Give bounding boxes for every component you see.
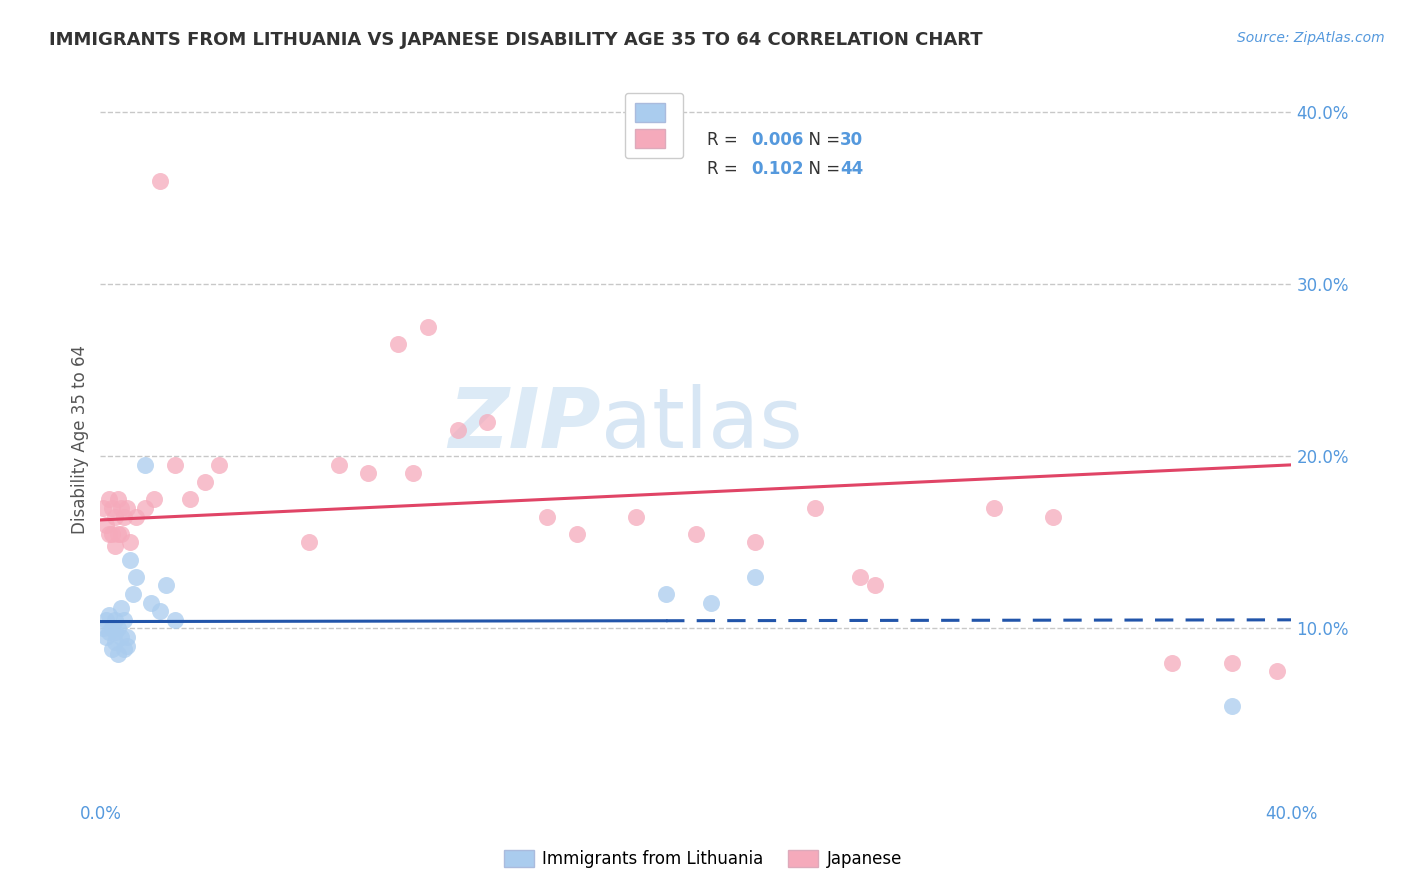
Point [565,526,588,541]
Point [98,492,121,507]
Text: N =: N = [799,131,845,150]
Point [804,500,827,515]
Point [655,587,678,601]
Point [863,578,886,592]
Text: N =: N = [799,161,845,178]
Text: atlas: atlas [600,384,803,465]
Point [163,613,186,627]
Legend: , : , [626,93,683,158]
Point [134,500,156,515]
Text: 0.006: 0.006 [752,131,804,150]
Point [107,492,129,507]
Point [139,596,162,610]
Point [110,526,132,541]
Y-axis label: Disability Age 35 to 64: Disability Age 35 to 64 [72,344,89,533]
Point [848,570,870,584]
Point [107,647,129,661]
Point [149,604,172,618]
Point [685,526,707,541]
Point [155,578,177,592]
Point [402,467,425,481]
Point [983,500,1005,515]
Point [163,458,186,472]
Point [104,624,127,639]
Point [104,635,127,649]
Text: 44: 44 [841,161,863,178]
Point [98,607,121,622]
Point [96,630,118,644]
Point [112,509,135,524]
Point [744,535,766,549]
Point [387,337,409,351]
Point [120,552,142,566]
Point [101,622,124,636]
Point [112,642,135,657]
Point [1265,665,1288,679]
Point [1161,656,1184,670]
Point [110,600,132,615]
Point [115,630,138,644]
Text: R =: R = [707,161,742,178]
Text: R =: R = [707,131,742,150]
Point [115,639,138,653]
Point [98,526,121,541]
Point [104,509,127,524]
Point [101,526,124,541]
Point [112,613,135,627]
Point [96,518,118,533]
Point [700,596,723,610]
Point [328,458,350,472]
Point [104,613,127,627]
Point [149,174,172,188]
Point [125,570,148,584]
Point [104,539,127,553]
Point [194,475,217,489]
Point [98,624,121,639]
Point [208,458,231,472]
Point [744,570,766,584]
Text: 30: 30 [841,131,863,150]
Point [107,622,129,636]
Point [142,492,165,507]
Point [447,424,470,438]
Point [416,320,439,334]
Point [91,622,114,636]
Point [477,415,499,429]
Point [110,630,132,644]
Point [110,500,132,515]
Point [1220,698,1243,713]
Point [96,613,118,627]
Point [179,492,201,507]
Point [134,458,156,472]
Point [125,509,148,524]
Text: 0.102: 0.102 [752,161,804,178]
Point [122,587,145,601]
Text: ZIP: ZIP [449,384,600,465]
Point [107,526,129,541]
Text: Source: ZipAtlas.com: Source: ZipAtlas.com [1237,31,1385,45]
Text: IMMIGRANTS FROM LITHUANIA VS JAPANESE DISABILITY AGE 35 TO 64 CORRELATION CHART: IMMIGRANTS FROM LITHUANIA VS JAPANESE DI… [49,31,983,49]
Point [101,500,124,515]
Point [357,467,380,481]
Point [101,642,124,657]
Point [1042,509,1064,524]
Point [626,509,648,524]
Point [120,535,142,549]
Point [115,500,138,515]
Point [1220,656,1243,670]
Point [536,509,558,524]
Point [91,500,114,515]
Legend: Immigrants from Lithuania, Japanese: Immigrants from Lithuania, Japanese [498,843,908,875]
Point [298,535,321,549]
